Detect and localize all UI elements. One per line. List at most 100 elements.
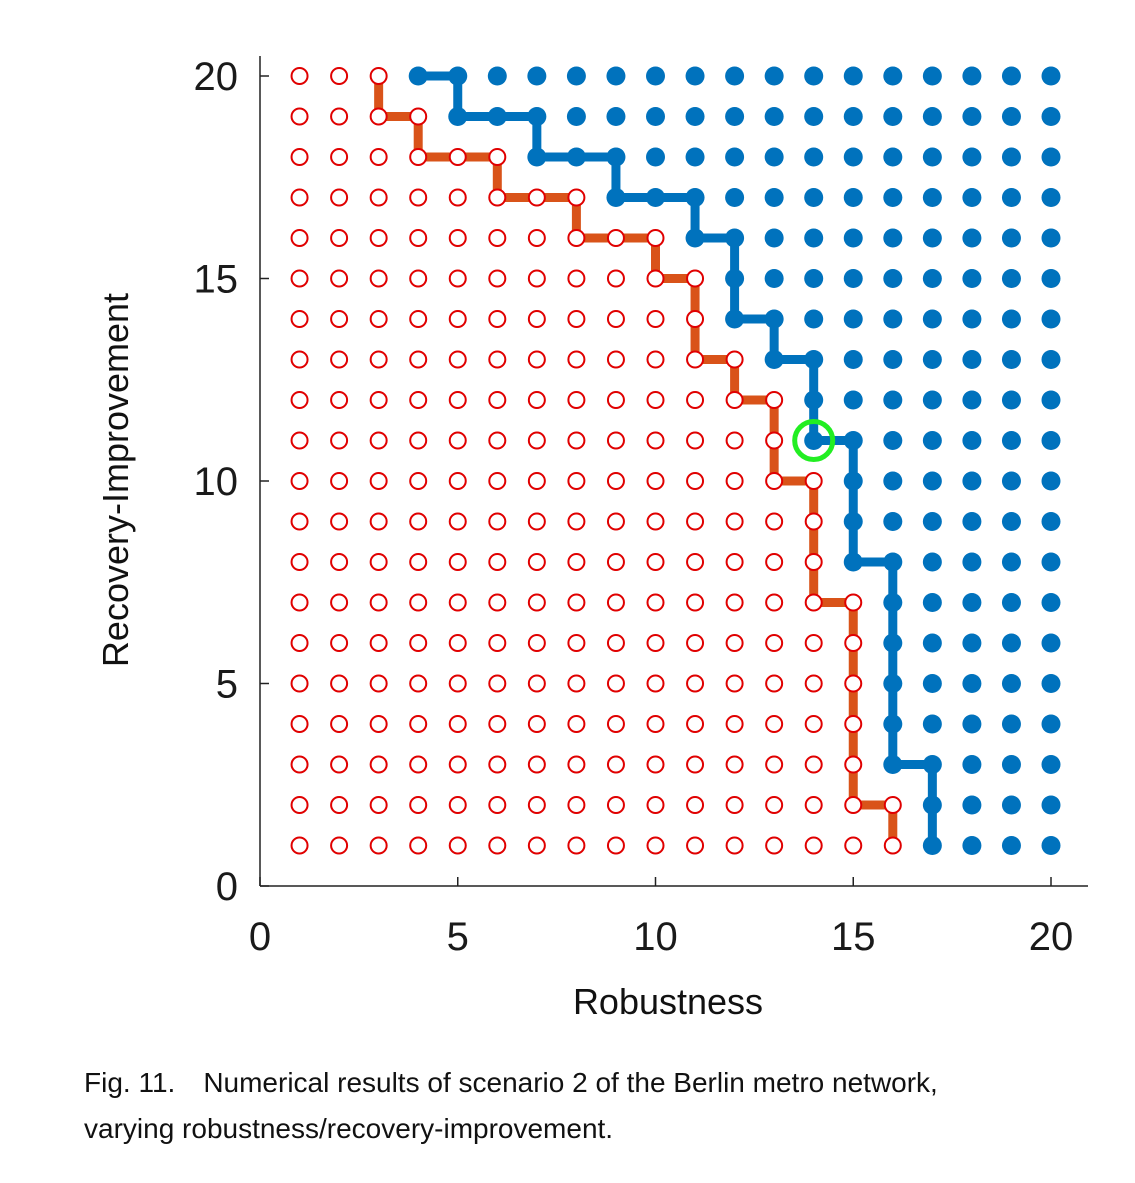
infeasible-point	[330, 715, 349, 733]
infeasible-point	[290, 67, 309, 85]
infeasible-point	[448, 431, 467, 450]
infeasible-point	[646, 553, 665, 571]
infeasible-point	[686, 431, 705, 450]
infeasible-point	[686, 269, 705, 288]
infeasible-point	[448, 269, 467, 288]
infeasible-point	[606, 229, 625, 247]
feasible-point	[922, 66, 942, 86]
feasible-point	[922, 714, 942, 734]
infeasible-point	[290, 350, 309, 369]
highlight-marker	[792, 419, 836, 462]
infeasible-point	[330, 431, 349, 450]
infeasible-point	[725, 553, 744, 571]
feasible-point	[962, 309, 982, 329]
infeasible-point	[567, 674, 586, 693]
infeasible-point	[765, 391, 784, 409]
feasible-point	[1041, 309, 1061, 329]
feasible-point	[883, 552, 903, 572]
infeasible-point	[725, 674, 744, 693]
infeasible-point	[488, 593, 507, 612]
infeasible-point	[330, 634, 349, 652]
infeasible-point	[409, 431, 428, 450]
infeasible-point	[606, 634, 625, 652]
infeasible-point	[725, 634, 744, 652]
feasible-point	[922, 633, 942, 653]
infeasible-point	[330, 836, 349, 855]
feasible-point	[764, 269, 784, 288]
infeasible-point	[527, 391, 546, 409]
infeasible-point	[606, 310, 625, 328]
infeasible-point	[488, 148, 507, 166]
infeasible-point	[369, 634, 388, 652]
infeasible-point	[369, 350, 388, 369]
feasible-point	[962, 512, 982, 531]
infeasible-point	[290, 229, 309, 247]
feasible-point	[725, 188, 745, 207]
feasible-point	[685, 107, 705, 126]
feasible-point	[764, 66, 784, 86]
infeasible-point	[369, 391, 388, 409]
infeasible-point	[606, 836, 625, 855]
infeasible-point	[567, 715, 586, 733]
infeasible-point	[646, 431, 665, 450]
feasible-point	[883, 147, 903, 167]
feasible-point	[1001, 309, 1021, 329]
infeasible-point	[527, 796, 546, 814]
infeasible-point	[844, 634, 863, 652]
feasible-point	[843, 228, 863, 248]
infeasible-point	[488, 715, 507, 733]
feasible-point	[962, 350, 982, 369]
feasible-point	[1001, 755, 1021, 774]
infeasible-point	[725, 472, 744, 490]
infeasible-point	[369, 67, 388, 85]
infeasible-point	[646, 796, 665, 814]
infeasible-point	[488, 836, 507, 855]
feasible-point	[1041, 836, 1061, 855]
feasible-point	[962, 269, 982, 288]
infeasible-point	[409, 836, 428, 855]
feasible-point	[1041, 795, 1061, 815]
feasible-point	[843, 390, 863, 410]
infeasible-point	[725, 391, 744, 409]
infeasible-point	[527, 310, 546, 328]
infeasible-point	[330, 512, 349, 531]
feasible-point	[1001, 836, 1021, 855]
feasible-point	[725, 309, 745, 329]
infeasible-point	[488, 512, 507, 531]
infeasible-point	[290, 391, 309, 409]
infeasible-point	[330, 310, 349, 328]
infeasible-point	[686, 796, 705, 814]
feasible-point	[487, 107, 507, 126]
feasible-point	[1001, 552, 1021, 572]
y-tick-label: 15	[194, 258, 239, 302]
caption-line-1: Fig. 11. Numerical results of scenario 2 …	[84, 1060, 1114, 1106]
infeasible-point	[646, 512, 665, 531]
infeasible-point	[409, 310, 428, 328]
feasible-point	[764, 350, 784, 369]
infeasible-point	[330, 472, 349, 490]
axes: 0 5 10 15 20 0 5 10 15 20	[194, 55, 1088, 959]
feasible-point	[804, 309, 824, 329]
infeasible-point	[765, 553, 784, 571]
infeasible-point	[527, 350, 546, 369]
feasible-point	[804, 188, 824, 207]
y-tick-label: 5	[216, 663, 238, 707]
infeasible-point	[290, 310, 309, 328]
infeasible-point	[646, 593, 665, 612]
feasible-point	[1041, 512, 1061, 531]
feasible-point	[1001, 350, 1021, 369]
feasible-point	[448, 66, 468, 86]
infeasible-point	[567, 593, 586, 612]
infeasible-point	[567, 796, 586, 814]
feasible-point	[1001, 431, 1021, 450]
infeasible-point	[290, 755, 309, 774]
infeasible-point	[369, 472, 388, 490]
feasible-point	[1001, 66, 1021, 86]
infeasible-point	[448, 512, 467, 531]
feasible-point	[962, 633, 982, 653]
feasible-point	[1001, 674, 1021, 693]
feasible-point	[725, 147, 745, 167]
feasible-point	[922, 228, 942, 248]
infeasible-point	[606, 472, 625, 490]
infeasible-point	[369, 715, 388, 733]
